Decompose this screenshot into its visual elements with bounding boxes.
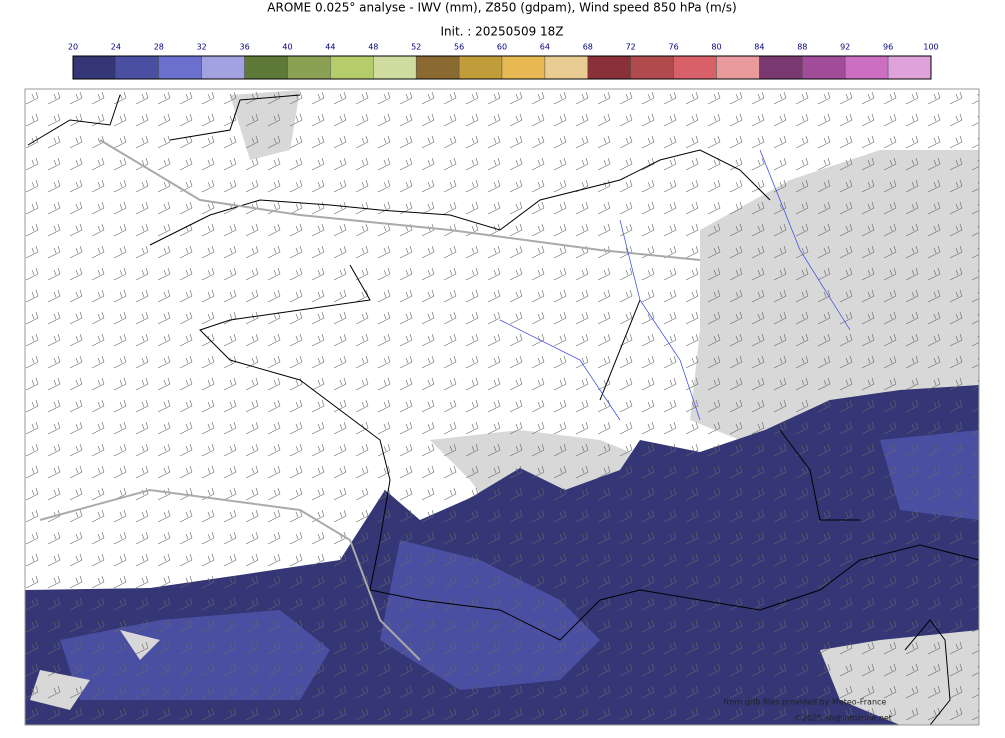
colorbar-swatch [158, 55, 202, 80]
colorbar-swatch [330, 55, 374, 80]
colorbar-swatch [115, 55, 160, 80]
colorbar-swatch [887, 55, 932, 80]
geopotential-contour [39, 139, 701, 661]
colorbar-tick-label: 52 [411, 43, 421, 52]
colorbar-tick-label: 68 [583, 43, 593, 52]
subtitle: Init. : 20250509 18Z [440, 25, 563, 39]
colorbar-swatch [287, 55, 331, 80]
colorbar-swatch [844, 55, 889, 80]
colorbar-tick-label: 60 [497, 43, 507, 52]
colorbar-tick-label: 48 [368, 43, 378, 52]
colorbar-swatch [673, 55, 717, 80]
colorbar-swatch [759, 55, 803, 80]
colorbar-frame [72, 55, 932, 80]
river [499, 149, 851, 421]
colorbar-tick-label: 36 [240, 43, 250, 52]
credit-source: from grib files provided by Meteo-France [724, 698, 887, 707]
colorbar-tick-label: 92 [840, 43, 850, 52]
colorbar-swatch [458, 55, 503, 80]
colorbar-swatch [72, 55, 117, 80]
colorbar: 20 24 28 32 36 40 44 48 52 56 60 64 68 72 76 80 84 88 92 96… [68, 43, 939, 80]
colorbar-tick-label: 96 [883, 43, 893, 52]
colorbar-swatch [630, 55, 674, 80]
colorbar-swatch [587, 55, 631, 80]
colorbar-tick-label: 100 [923, 43, 938, 52]
map-frame [24, 88, 980, 726]
colorbar-swatch [501, 55, 546, 80]
colorbar-tick-label: 32 [197, 43, 207, 52]
colorbar-tick-label: 20 [68, 43, 78, 52]
colorbar-tick-label: 72 [626, 43, 636, 52]
colorbar-swatch [201, 55, 245, 80]
colorbar-swatch [802, 55, 846, 80]
credit-copyright: ©2025 sb@infozone.net [794, 714, 892, 723]
colorbar-tick-label: 28 [154, 43, 164, 52]
colorbar-tick-label: 64 [540, 43, 550, 52]
colorbar-swatch [244, 55, 288, 80]
colorbar-tick-label: 76 [669, 43, 679, 52]
colorbar-tick-label: 56 [454, 43, 464, 52]
colorbar-swatch [415, 55, 460, 80]
colorbar-tick-label: 88 [797, 43, 807, 52]
title: AROME 0.025° analyse - IWV (mm), Z850 (g… [267, 1, 736, 15]
wind-barbs [25, 89, 979, 725]
map [25, 89, 979, 725]
colorbar-swatch [716, 55, 760, 80]
colorbar-tick-label: 80 [711, 43, 721, 52]
colorbar-tick-label: 44 [325, 43, 335, 52]
coastline [27, 94, 979, 725]
colorbar-swatch [373, 55, 417, 80]
colorbar-tick-label: 24 [111, 43, 121, 52]
colorbar-swatch [544, 55, 589, 80]
colorbar-tick-label: 84 [754, 43, 764, 52]
colorbar-tick-label: 40 [282, 43, 292, 52]
